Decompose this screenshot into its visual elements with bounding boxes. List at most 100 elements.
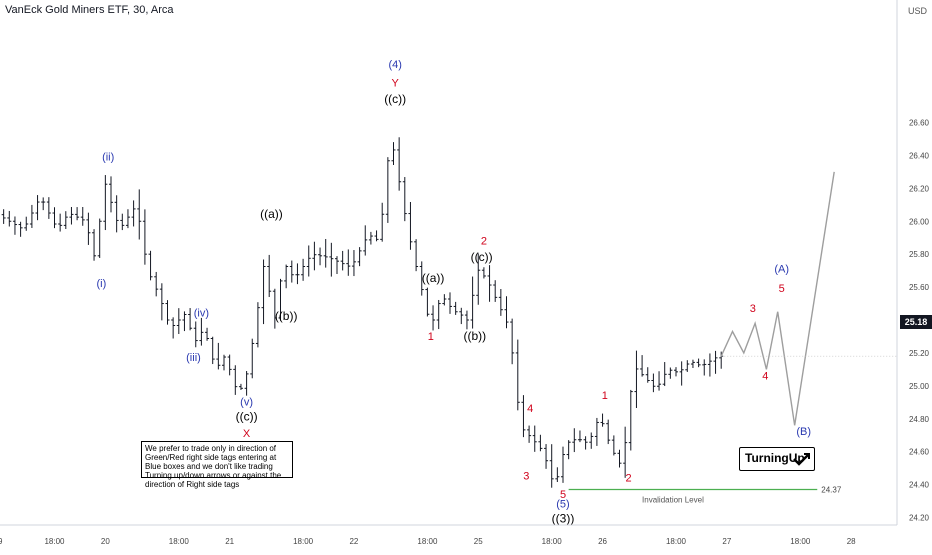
price-bar (521, 395, 526, 438)
price-bar (566, 440, 571, 460)
price-bar (267, 254, 272, 298)
price-bar (685, 360, 690, 372)
price-bar (52, 207, 57, 229)
price-bar (176, 308, 181, 335)
price-bar (92, 229, 97, 261)
price-bar (335, 256, 339, 274)
price-bar (210, 336, 215, 365)
price-bar (674, 367, 678, 377)
price-bar (171, 317, 176, 339)
wave-label: 3 (750, 303, 756, 315)
price-bar (125, 209, 130, 229)
price-bar (385, 157, 390, 223)
price-bar (611, 435, 616, 456)
price-bar (188, 308, 193, 331)
price-bar (114, 195, 119, 233)
price-bar (510, 318, 515, 365)
price-bar (35, 195, 40, 221)
x-tick-label: 21 (225, 537, 234, 546)
y-tick-label: 26.00 (909, 217, 930, 226)
price-bar (363, 225, 368, 256)
price-bar (493, 280, 498, 302)
wave-label: ((b)) (464, 329, 487, 343)
price-bar (63, 211, 68, 230)
invalidation-value: 24.37 (821, 486, 842, 495)
y-tick-label: 25.60 (909, 283, 930, 292)
price-bar (306, 245, 311, 277)
y-tick-label: 24.20 (909, 514, 930, 523)
projection-path (720, 171, 835, 426)
price-bar (351, 250, 356, 277)
price-bar (657, 371, 662, 391)
price-bar (380, 202, 385, 242)
chart-title: VanEck Gold Miners ETF, 30, Arca (5, 4, 174, 16)
price-bar (159, 283, 164, 321)
price-bar (431, 305, 436, 331)
price-bar (707, 353, 712, 377)
wave-label: 5 (560, 489, 566, 501)
price-bar (346, 249, 351, 276)
price-bar (368, 231, 373, 245)
price-bar (594, 417, 599, 446)
wave-label: (iv) (194, 308, 209, 320)
y-tick-label: 25.20 (909, 349, 930, 358)
y-tick-label: 26.60 (909, 119, 930, 128)
price-bar (572, 428, 577, 453)
price-bar (86, 212, 91, 245)
price-bar (606, 419, 611, 445)
wave-label: ((3)) (552, 511, 575, 525)
price-bar (301, 258, 306, 281)
wave-label: ((a)) (422, 271, 445, 285)
price-bar (199, 317, 204, 346)
price-bar (18, 221, 23, 237)
price-bar (640, 355, 645, 377)
price-bar (7, 210, 12, 227)
wave-label: (A) (774, 263, 789, 275)
price-bar (690, 359, 695, 368)
price-bar (272, 288, 277, 329)
price-bar (645, 367, 650, 383)
price-bar (80, 207, 85, 226)
wave-label: ((c)) (236, 409, 258, 423)
price-bar (696, 358, 701, 368)
wave-label: 2 (625, 472, 631, 484)
price-bar (555, 467, 560, 482)
y-tick-label: 25.80 (909, 250, 930, 259)
wave-label: (5) (556, 499, 569, 511)
wave-label: ((c)) (471, 250, 493, 264)
price-bar (69, 206, 74, 225)
price-bar (142, 209, 147, 265)
price-bar (532, 425, 537, 452)
x-tick-label: 22 (349, 537, 358, 546)
price-bar (24, 216, 29, 231)
price-bar (561, 446, 565, 483)
price-bar (538, 434, 543, 452)
price-bar (131, 200, 136, 227)
price-bar (250, 338, 255, 379)
price-bar (284, 264, 289, 289)
price-bar (165, 300, 170, 325)
wave-label: 3 (523, 471, 529, 483)
price-bar (103, 175, 108, 231)
wave-label: 5 (779, 283, 785, 295)
price-bar (527, 425, 532, 443)
price-bar (702, 359, 707, 376)
price-bar (600, 413, 605, 427)
price-bar (318, 247, 323, 266)
price-bar (634, 350, 639, 409)
x-tick-label: 18:00 (542, 537, 563, 546)
price-bar (148, 250, 153, 281)
y-tick-label: 26.20 (909, 184, 930, 193)
price-bar (46, 197, 51, 219)
price-bar (238, 383, 243, 390)
price-bar (515, 339, 520, 411)
price-bar (374, 230, 379, 242)
price-bar (222, 354, 226, 371)
price-bar (425, 287, 430, 317)
y-tick-label: 25.00 (909, 382, 930, 391)
wave-label: ((b)) (275, 309, 298, 323)
price-bar (1, 209, 6, 224)
price-bar (414, 239, 419, 272)
price-bar (408, 201, 413, 250)
price-bar (577, 430, 582, 443)
